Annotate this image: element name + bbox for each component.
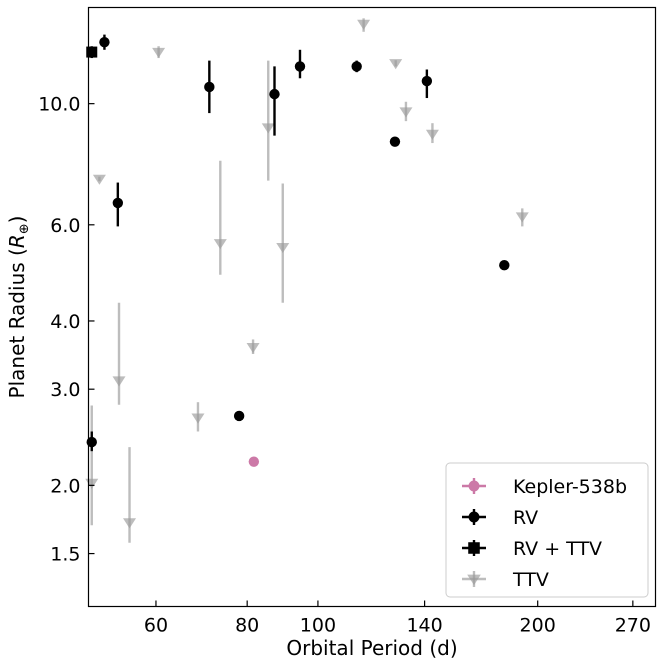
data-point (389, 136, 401, 147)
data-point (204, 81, 215, 93)
legend-box (445, 462, 649, 598)
legend-item: Kepler-538b (462, 476, 627, 498)
y-tick-label: 4.0 (50, 311, 80, 333)
data-point (294, 61, 306, 72)
x-tick-label: 80 (235, 615, 259, 637)
x-tick-label: 200 (520, 615, 556, 637)
data-point (233, 410, 245, 422)
x-axis: 60 80 100 140 200 270 (144, 600, 651, 637)
data-point (86, 436, 97, 448)
data-point (269, 88, 280, 100)
data-point (351, 61, 362, 72)
data-point (515, 212, 529, 223)
legend-marker (468, 480, 480, 492)
y-tick-label: 1.5 (50, 544, 80, 566)
data-point (499, 260, 510, 271)
legend-item: RV (462, 507, 538, 529)
data-point (99, 36, 110, 48)
data-point (261, 123, 275, 134)
x-tick-label: 100 (300, 615, 336, 637)
y-axis: 1.5 2.0 3.0 4.0 6.0 10.0 (38, 94, 95, 566)
y-axis-label: Planet Radius (R⊕) (5, 216, 32, 399)
data-point (112, 197, 124, 209)
data-point (425, 129, 439, 140)
y-tick-label: 10.0 (38, 94, 80, 116)
data-point (421, 75, 433, 87)
legend: Kepler-538b RV RV + TTV TTV (445, 462, 649, 598)
x-tick-label: 60 (144, 615, 168, 637)
data-point (357, 19, 371, 30)
data-point (191, 413, 205, 424)
plot-area (85, 18, 529, 543)
x-tick-label: 270 (615, 615, 651, 637)
plot-frame (87, 6, 657, 608)
data-point (389, 59, 403, 70)
data-point (112, 376, 126, 387)
legend-label: RV (513, 507, 538, 529)
data-point (86, 46, 98, 58)
data-point (399, 107, 413, 118)
legend-item: RV + TTV (462, 538, 602, 560)
data-point (152, 47, 166, 58)
y-tick-label: 3.0 (50, 379, 80, 401)
data-point (213, 239, 227, 250)
y-tick-label: 2.0 (50, 475, 80, 497)
series-ttv (85, 18, 529, 543)
series-rv-ttv (86, 46, 98, 59)
legend-marker (467, 574, 481, 586)
data-point (123, 518, 137, 529)
x-axis-label: Orbital Period (d) (286, 636, 457, 660)
legend-label: RV + TTV (513, 538, 602, 560)
legend-label: Kepler-538b (513, 476, 627, 498)
legend-item: TTV (462, 569, 549, 591)
series-kepler-538b (248, 456, 260, 467)
series-rv (86, 34, 510, 452)
data-point (92, 174, 106, 185)
x-tick-label: 140 (406, 615, 442, 637)
legend-marker (468, 542, 480, 554)
data-point (276, 242, 290, 254)
data-point (248, 456, 260, 467)
y-tick-label: 6.0 (50, 215, 80, 237)
data-point (246, 343, 260, 354)
legend-label: TTV (512, 569, 549, 591)
legend-marker (468, 511, 480, 523)
data-point (85, 478, 99, 489)
